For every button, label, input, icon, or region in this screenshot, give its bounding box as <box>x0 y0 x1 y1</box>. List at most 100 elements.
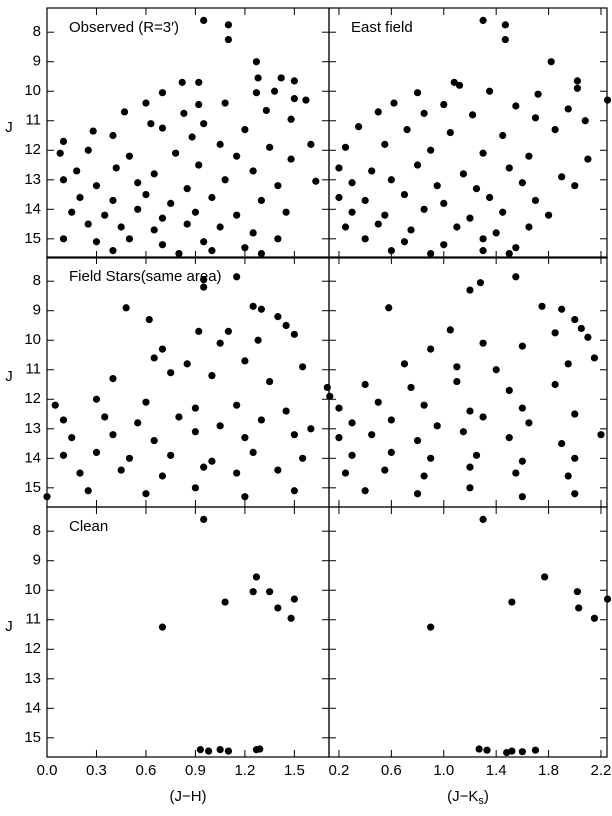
star-point <box>233 273 241 281</box>
star-point <box>407 226 415 234</box>
y-tick-label: 9 <box>33 552 41 569</box>
star-point <box>241 434 249 442</box>
star-point <box>221 598 229 606</box>
y-tick-label: 8 <box>33 522 41 539</box>
star-point <box>92 238 101 246</box>
panel-label: Observed (R=3′) <box>69 19 179 36</box>
star-point <box>101 211 109 219</box>
star-point <box>368 167 376 175</box>
star-point <box>120 108 129 116</box>
star-point <box>348 179 356 187</box>
x-tick-label: 0.9 <box>185 762 206 779</box>
star-point <box>150 354 158 362</box>
star-point <box>427 454 435 462</box>
star-point <box>466 484 474 492</box>
star-point <box>257 249 265 258</box>
star-point <box>413 490 422 498</box>
star-point <box>158 623 167 631</box>
star-point <box>312 177 320 185</box>
y-tick-label: 15 <box>24 479 41 496</box>
star-point <box>499 208 507 216</box>
star-point <box>558 439 566 448</box>
star-point <box>233 401 241 409</box>
star-point <box>241 244 249 252</box>
star-point <box>326 392 334 400</box>
star-point <box>254 336 262 344</box>
star-point <box>505 434 513 442</box>
star-point <box>453 223 461 231</box>
x-tick-label: 2.2 <box>591 762 612 779</box>
panel-frame <box>46 256 330 508</box>
star-point <box>290 330 298 338</box>
y-tick-label: 12 <box>24 640 41 657</box>
star-point <box>257 196 265 205</box>
star-point <box>241 357 249 365</box>
star-point <box>413 89 422 97</box>
star-point <box>466 286 474 294</box>
star-point <box>361 196 369 205</box>
star-point <box>249 588 257 596</box>
star-point <box>453 363 461 371</box>
y-tick-label: 12 <box>24 141 41 158</box>
star-point <box>577 324 585 333</box>
star-point <box>381 211 389 219</box>
star-point <box>252 573 261 581</box>
star-point <box>195 161 203 169</box>
star-point <box>400 360 409 368</box>
star-point <box>188 133 196 141</box>
star-point <box>459 428 468 436</box>
x-tick-label: 1.5 <box>284 762 305 779</box>
star-point <box>196 746 204 754</box>
star-point <box>150 226 158 234</box>
star-point <box>287 115 295 123</box>
star-point <box>348 208 356 216</box>
star-point <box>575 604 583 612</box>
star-point <box>299 363 307 371</box>
star-point <box>501 21 509 29</box>
star-point <box>475 745 483 753</box>
y-axis-label: J <box>5 119 13 136</box>
star-point <box>302 96 310 104</box>
star-point <box>249 448 257 456</box>
star-point <box>183 360 191 368</box>
star-point <box>109 247 117 255</box>
star-point <box>221 176 229 184</box>
y-tick-label: 8 <box>33 23 41 40</box>
star-point <box>420 472 428 480</box>
y-tick-label: 15 <box>24 230 41 247</box>
star-point <box>233 211 241 219</box>
x-axis-label-part: s <box>478 795 484 807</box>
star-point <box>472 451 481 459</box>
star-point <box>84 487 92 495</box>
star-point <box>59 137 68 146</box>
panel-label: Clean <box>69 518 108 535</box>
star-point <box>195 78 203 86</box>
star-point <box>216 223 224 231</box>
star-point <box>564 360 572 368</box>
star-point <box>73 167 81 175</box>
star-point <box>479 515 487 523</box>
star-point <box>282 407 290 415</box>
star-point <box>167 199 175 207</box>
star-point <box>221 99 229 107</box>
star-point <box>175 249 183 258</box>
star-point <box>551 380 559 389</box>
star-point <box>172 149 180 157</box>
star-point <box>134 179 142 187</box>
star-point <box>59 235 68 243</box>
star-point <box>117 466 125 474</box>
y-tick-label: 9 <box>33 53 41 70</box>
star-point <box>440 100 448 109</box>
star-point <box>266 588 274 596</box>
star-point <box>249 167 257 175</box>
y-axis-label: J <box>5 368 13 385</box>
star-point <box>446 326 454 334</box>
panel-label: East field <box>351 19 413 36</box>
star-point <box>551 329 559 337</box>
star-point <box>224 21 233 29</box>
y-tick-label: 13 <box>24 420 41 437</box>
star-point <box>224 327 233 335</box>
x-tick-label: 0.6 <box>381 762 402 779</box>
star-point <box>125 152 134 160</box>
